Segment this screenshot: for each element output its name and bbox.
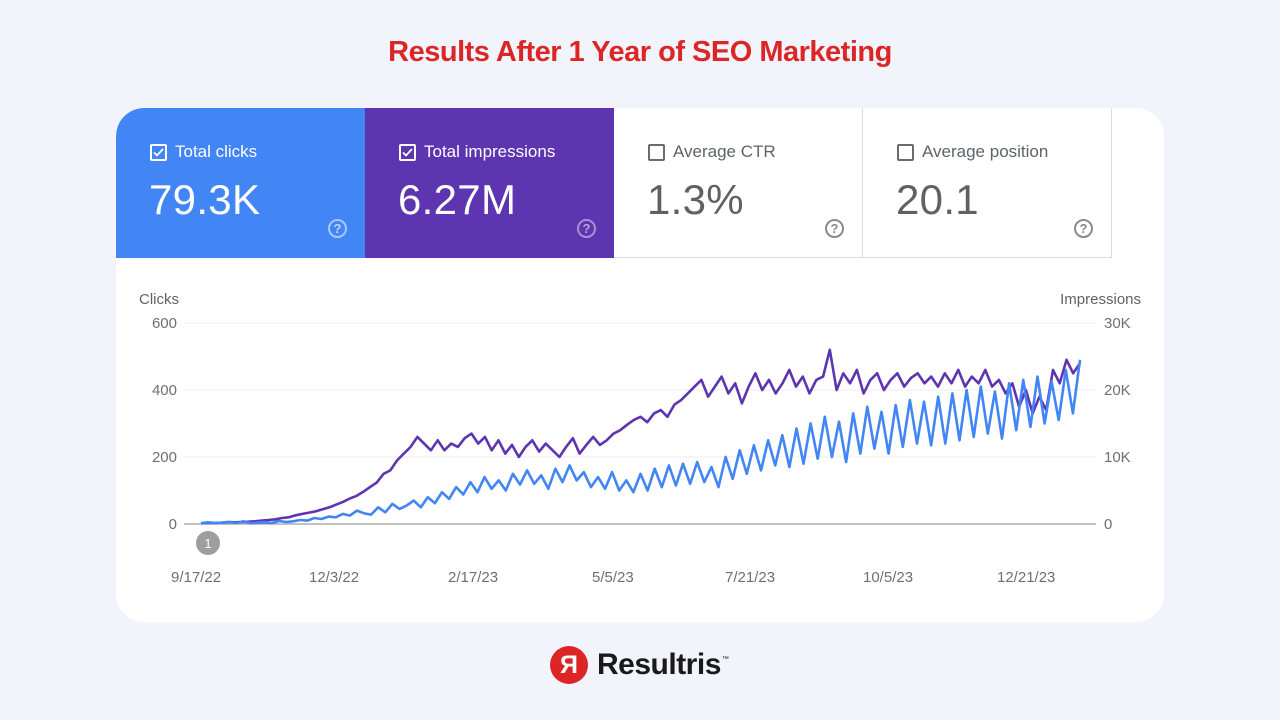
help-icon[interactable]: ? [328, 219, 347, 238]
metric-label: Average CTR [673, 142, 776, 161]
page-title: Results After 1 Year of SEO Marketing [388, 36, 892, 68]
metric-average-position[interactable]: Average position 20.1 ? [863, 108, 1112, 258]
y-left-tick: 600 [151, 315, 177, 332]
metric-value: 6.27M [398, 176, 517, 223]
y-right-tick: 30K [1104, 315, 1131, 332]
metric-label: Average position [922, 142, 1049, 161]
metric-total-clicks[interactable]: Total clicks 79.3K ? [116, 108, 365, 258]
resultris-logo-icon: Я [550, 646, 588, 684]
checkbox-unchecked-icon[interactable] [648, 143, 665, 161]
x-tick: 12/3/22 [309, 569, 360, 586]
x-tick: 5/5/23 [592, 569, 634, 586]
metric-value: 79.3K [149, 176, 261, 223]
resultris-logo: Я Resultris ™ [550, 646, 729, 684]
checkbox-checked-icon[interactable] [399, 143, 416, 161]
y-right-tick: 0 [1104, 516, 1113, 533]
y-axis-left-title: Clicks [139, 291, 179, 308]
help-icon[interactable]: ? [1074, 219, 1093, 238]
annotation-marker[interactable]: 1 [196, 531, 220, 555]
help-icon[interactable]: ? [825, 219, 844, 238]
annotation-label: 1 [204, 536, 211, 551]
y-right-tick: 20K [1104, 382, 1131, 399]
chart-plot-area: 1 [184, 322, 1096, 555]
help-icon[interactable]: ? [577, 219, 596, 238]
metric-total-impressions[interactable]: Total impressions 6.27M ? [365, 108, 614, 258]
x-tick: 10/5/23 [863, 569, 914, 586]
y-left-tick: 400 [151, 382, 177, 399]
impressions-line [200, 348, 1082, 525]
brand-name: Resultris [597, 648, 721, 681]
metric-value: 1.3% [647, 176, 744, 223]
x-tick: 7/21/23 [725, 569, 776, 586]
metric-average-ctr[interactable]: Average CTR 1.3% ? [614, 108, 863, 258]
trademark: ™ [721, 656, 729, 663]
metric-tabs: Total clicks 79.3K ? Total impressions 6… [116, 108, 1114, 258]
x-tick: 9/17/22 [171, 569, 222, 586]
clicks-line [200, 359, 1082, 525]
checkbox-checked-icon[interactable] [150, 143, 167, 161]
performance-chart: Clicks Impressions 600 400 200 0 30K 20K… [116, 108, 1164, 622]
y-left-tick: 0 [168, 516, 177, 533]
x-tick: 2/17/23 [448, 569, 499, 586]
search-console-card: Total clicks 79.3K ? Total impressions 6… [116, 108, 1164, 622]
y-left-tick: 200 [151, 449, 177, 466]
x-tick: 12/21/23 [997, 569, 1056, 586]
y-right-tick: 10K [1104, 449, 1131, 466]
checkbox-unchecked-icon[interactable] [897, 143, 914, 161]
y-axis-right-title: Impressions [1060, 291, 1141, 308]
metric-value: 20.1 [896, 176, 979, 223]
metric-label: Total impressions [424, 142, 556, 161]
metric-label: Total clicks [175, 142, 258, 161]
